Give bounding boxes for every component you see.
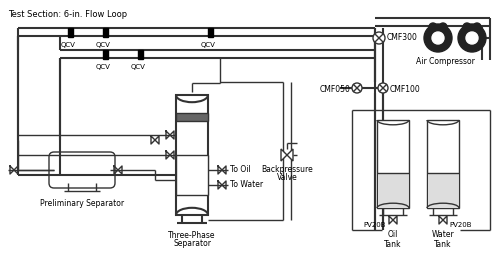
Text: Oil
Tank: Oil Tank [384,230,402,249]
Circle shape [473,23,481,31]
Text: QCV: QCV [130,64,146,70]
Text: Three-Phase: Three-Phase [168,231,216,240]
Text: Separator: Separator [173,239,211,248]
Bar [102,27,108,36]
Bar [428,173,458,208]
Text: Air Compressor: Air Compressor [416,57,474,66]
Text: PV20B: PV20B [364,222,386,228]
Circle shape [463,23,471,31]
Text: To Water: To Water [230,180,263,189]
Text: Preliminary Separator: Preliminary Separator [40,199,124,208]
Circle shape [439,23,447,31]
Text: Water
Tank: Water Tank [432,230,454,249]
Text: Valve: Valve [276,173,297,182]
Text: Backpressure: Backpressure [261,165,313,174]
Bar [176,113,208,121]
Bar [68,27,72,36]
Bar [102,50,108,59]
Bar [378,173,408,208]
Text: PV20B: PV20B [450,222,472,228]
Circle shape [424,24,452,52]
Bar [176,155,208,195]
Circle shape [378,83,388,93]
Bar [427,120,459,208]
Circle shape [432,32,444,44]
Text: QCV: QCV [96,42,110,48]
Bar [208,27,212,36]
Circle shape [458,24,486,52]
Text: CMF300: CMF300 [387,33,418,42]
Text: Test Section: 6-in. Flow Loop: Test Section: 6-in. Flow Loop [8,10,127,19]
Bar [138,50,142,59]
Text: QCV: QCV [96,64,110,70]
Polygon shape [281,149,287,161]
Circle shape [352,83,362,93]
Text: QCV: QCV [200,42,216,48]
Circle shape [373,32,385,44]
Bar [176,95,208,215]
Polygon shape [287,149,293,161]
Text: CMF050: CMF050 [319,84,350,93]
Text: To Oil: To Oil [230,165,251,174]
FancyBboxPatch shape [49,152,115,188]
Bar [377,120,409,208]
Circle shape [466,32,478,44]
Text: CMF100: CMF100 [390,84,421,93]
Circle shape [429,23,437,31]
Text: QCV: QCV [60,42,76,48]
